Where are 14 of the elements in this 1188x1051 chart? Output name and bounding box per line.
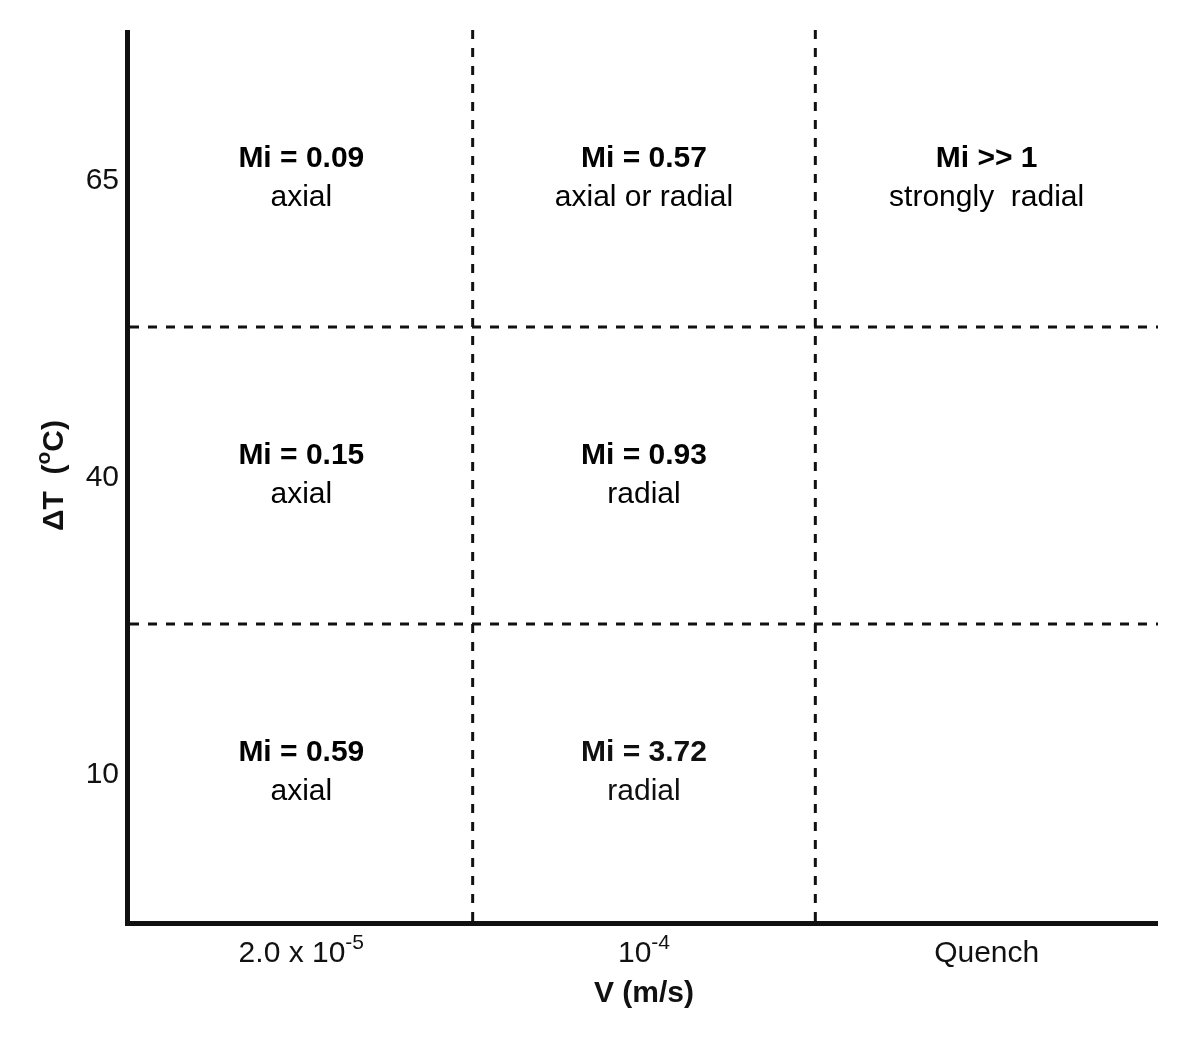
y-tick-label: 65: [85, 162, 119, 195]
data-label: Mi = 0.93 radial: [581, 436, 707, 509]
data-label: Mi = 0.57 axial or radial: [554, 139, 734, 212]
y-tick-label: 10: [85, 756, 119, 789]
x-tick-label: 10$^{-4}$: [617, 930, 671, 968]
x-tick-label: Quench: [934, 935, 1040, 968]
data-label: Mi = 0.59 axial: [238, 733, 365, 806]
data-label: Mi = 0.15 axial: [238, 436, 365, 509]
data-label: Mi = 3.72 radial: [581, 733, 707, 806]
y-tick-label: 40: [85, 459, 119, 492]
text: Mi >> 1 strongly radial: [889, 139, 1085, 212]
data-label: Mi = 0.09 axial: [238, 139, 365, 212]
x-axis-title: V (m/s): [593, 974, 695, 1008]
x-tick-label: 2.0 x 10$^{-5}$: [238, 930, 365, 968]
